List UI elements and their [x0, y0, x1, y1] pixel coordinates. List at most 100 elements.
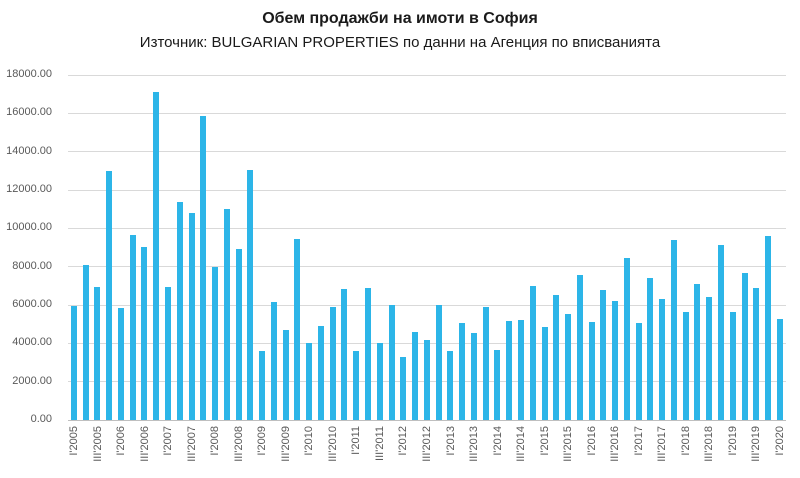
bar-slot [492, 75, 504, 420]
x-tick-label: I'2008 [209, 426, 222, 456]
y-tick-label: 12000.00 [6, 183, 52, 195]
bar [270, 302, 277, 420]
bar-slot [397, 75, 409, 420]
x-tick-cell: I'2012 [397, 424, 409, 478]
bar [129, 235, 136, 420]
bar-slot [645, 75, 657, 420]
bar [765, 236, 772, 420]
bar-slot [221, 75, 233, 420]
bar [541, 327, 548, 420]
x-tick-cell: III'2005 [92, 424, 104, 478]
bar-slot [350, 75, 362, 420]
bar-slot [539, 75, 551, 420]
x-tick-label: III'2014 [515, 426, 528, 462]
x-tick-cell: III'2019 [750, 424, 762, 478]
bar [106, 170, 113, 420]
x-tick-cell [762, 424, 774, 478]
bar [388, 305, 395, 420]
bar [235, 249, 242, 420]
bar [600, 289, 607, 420]
x-tick-cell [739, 424, 751, 478]
x-tick-cell [174, 424, 186, 478]
bar [647, 278, 654, 420]
bar-slot [280, 75, 292, 420]
bar-slot [303, 75, 315, 420]
x-tick-label: I'2011 [350, 426, 363, 455]
x-tick-label: I'2006 [115, 426, 128, 456]
bar [188, 213, 195, 420]
bar-slot [445, 75, 457, 420]
bar-slot [727, 75, 739, 420]
bar [729, 311, 736, 420]
bar [376, 343, 383, 420]
bar-slot [680, 75, 692, 420]
bar [529, 285, 536, 420]
bar-slot [597, 75, 609, 420]
bar [423, 339, 430, 420]
x-tick-cell: III'2007 [186, 424, 198, 478]
bar-slot [339, 75, 351, 420]
bar [317, 326, 324, 420]
bar [741, 273, 748, 420]
bar-slot [433, 75, 445, 420]
bar [141, 246, 148, 420]
x-tick-cell: III'2013 [468, 424, 480, 478]
bar-slot [327, 75, 339, 420]
x-tick-cell: III'2015 [562, 424, 574, 478]
x-tick-label: I'2020 [773, 426, 786, 456]
x-axis-labels: I'2005 III'2005 I'2006 III'2006 I'2007 III'20… [68, 424, 786, 478]
x-tick-cell [574, 424, 586, 478]
x-tick-label: III'2015 [562, 426, 575, 462]
x-tick-cell [221, 424, 233, 478]
x-tick-label: I'2013 [444, 426, 457, 456]
x-tick-cell: I'2009 [256, 424, 268, 478]
x-tick-cell: I'2019 [727, 424, 739, 478]
x-tick-cell: I'2014 [492, 424, 504, 478]
bar-slot [715, 75, 727, 420]
x-tick-label: III'2012 [420, 426, 433, 462]
bar [706, 297, 713, 420]
x-tick-cell [198, 424, 210, 478]
bar [176, 201, 183, 420]
x-tick-cell [551, 424, 563, 478]
x-tick-cell [292, 424, 304, 478]
bar [494, 350, 501, 420]
x-tick-cell: III'2006 [139, 424, 151, 478]
x-tick-cell [645, 424, 657, 478]
x-tick-label: I'2015 [538, 426, 551, 456]
x-tick-label: I'2017 [632, 426, 645, 456]
gridline [68, 112, 786, 114]
bar-slot [409, 75, 421, 420]
x-tick-cell: III'2016 [609, 424, 621, 478]
bar [153, 92, 160, 420]
x-tick-label: III'2005 [91, 426, 104, 462]
bar [506, 321, 513, 420]
x-tick-cell [362, 424, 374, 478]
x-tick-cell [268, 424, 280, 478]
y-tick-label: 8000.00 [12, 259, 52, 272]
bar-series [68, 75, 786, 420]
bar-slot [362, 75, 374, 420]
x-tick-cell: I'2005 [68, 424, 80, 478]
bar-slot [739, 75, 751, 420]
x-tick-cell [715, 424, 727, 478]
x-tick-label: III'2017 [656, 426, 669, 462]
x-tick-label: I'2016 [585, 426, 598, 456]
x-tick-label: I'2005 [68, 426, 80, 456]
bar [223, 209, 230, 420]
x-tick-cell [245, 424, 257, 478]
x-tick-label: III'2007 [185, 426, 198, 462]
bar-slot [68, 75, 80, 420]
x-tick-cell [409, 424, 421, 478]
x-tick-cell: I'2016 [586, 424, 598, 478]
x-tick-cell [104, 424, 116, 478]
x-tick-cell [480, 424, 492, 478]
x-tick-cell: I'2017 [633, 424, 645, 478]
bar-slot [550, 75, 562, 420]
x-tick-cell [598, 424, 610, 478]
bar-slot [480, 75, 492, 420]
bar-slot [127, 75, 139, 420]
gridline [68, 74, 786, 76]
bar [435, 305, 442, 420]
gridline [68, 304, 786, 306]
